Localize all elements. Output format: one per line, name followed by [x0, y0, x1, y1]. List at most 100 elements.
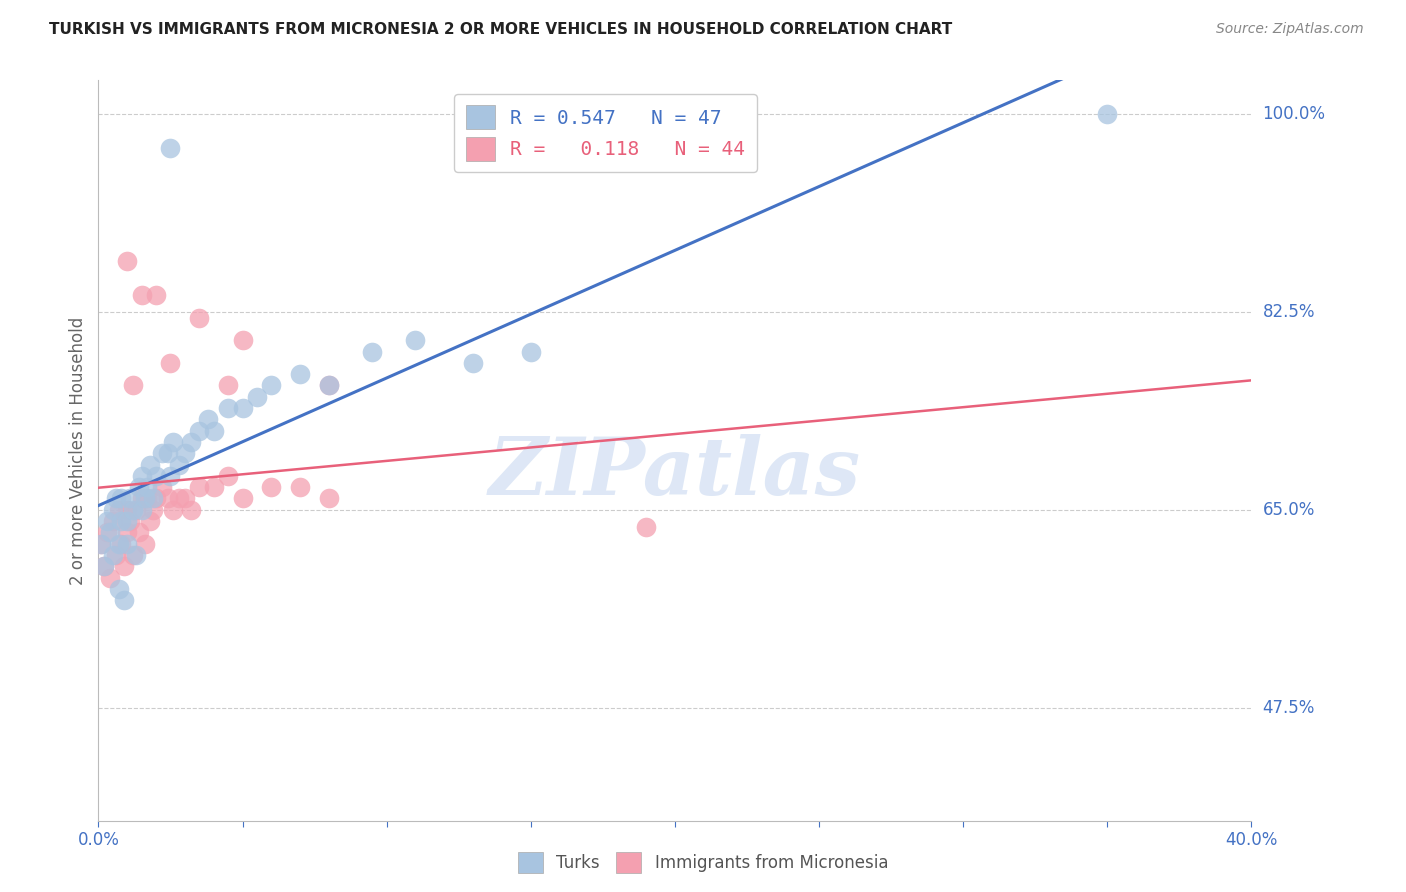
Point	[217, 469, 239, 483]
Point	[150, 446, 173, 460]
Point	[98, 571, 121, 585]
Point	[197, 412, 219, 426]
Text: ZIPatlas: ZIPatlas	[489, 434, 860, 511]
Point	[131, 288, 153, 302]
Point	[122, 503, 145, 517]
Point	[134, 491, 156, 506]
Point	[156, 491, 179, 506]
Point	[260, 480, 283, 494]
Point	[167, 491, 190, 506]
Text: 100.0%: 100.0%	[1263, 105, 1326, 123]
Point	[96, 525, 118, 540]
Point	[142, 491, 165, 506]
Point	[131, 491, 153, 506]
Point	[139, 514, 162, 528]
Point	[125, 503, 148, 517]
Point	[290, 367, 312, 381]
Point	[188, 480, 211, 494]
Point	[405, 333, 427, 347]
Legend: R = 0.547   N = 47, R =   0.118   N = 44: R = 0.547 N = 47, R = 0.118 N = 44	[454, 94, 756, 172]
Point	[174, 446, 197, 460]
Point	[93, 559, 115, 574]
Point	[112, 593, 135, 607]
Point	[202, 424, 225, 438]
Point	[188, 424, 211, 438]
Point	[318, 491, 340, 506]
Point	[290, 480, 312, 494]
Point	[110, 514, 132, 528]
Point	[117, 537, 139, 551]
Point	[128, 525, 150, 540]
Point	[145, 288, 167, 302]
Point	[318, 378, 340, 392]
Point	[188, 310, 211, 325]
Legend: Turks, Immigrants from Micronesia: Turks, Immigrants from Micronesia	[512, 846, 894, 880]
Point	[159, 356, 181, 370]
Point	[150, 480, 173, 494]
Text: 82.5%: 82.5%	[1263, 303, 1315, 321]
Point	[101, 503, 124, 517]
Text: TURKISH VS IMMIGRANTS FROM MICRONESIA 2 OR MORE VEHICLES IN HOUSEHOLD CORRELATIO: TURKISH VS IMMIGRANTS FROM MICRONESIA 2 …	[49, 22, 952, 37]
Point	[260, 378, 283, 392]
Point	[136, 491, 159, 506]
Point	[159, 469, 181, 483]
Point	[104, 491, 127, 506]
Point	[107, 503, 129, 517]
Point	[231, 491, 254, 506]
Point	[136, 480, 159, 494]
Point	[93, 559, 115, 574]
Point	[145, 469, 167, 483]
Point	[90, 537, 112, 551]
Point	[361, 344, 384, 359]
Point	[98, 525, 121, 540]
Point	[101, 548, 124, 562]
Point	[96, 514, 118, 528]
Point	[120, 514, 142, 528]
Point	[461, 356, 484, 370]
Point	[139, 458, 162, 472]
Point	[131, 503, 153, 517]
Point	[90, 537, 112, 551]
Point	[122, 548, 145, 562]
Point	[117, 525, 139, 540]
Point	[125, 548, 148, 562]
Point	[110, 537, 132, 551]
Text: Source: ZipAtlas.com: Source: ZipAtlas.com	[1216, 22, 1364, 37]
Point	[162, 503, 184, 517]
Point	[101, 514, 124, 528]
Point	[180, 503, 202, 517]
Point	[107, 582, 129, 596]
Point	[162, 434, 184, 449]
Point	[167, 458, 190, 472]
Text: 65.0%: 65.0%	[1263, 500, 1315, 519]
Point	[180, 434, 202, 449]
Point	[117, 514, 139, 528]
Point	[217, 401, 239, 415]
Point	[636, 520, 658, 534]
Text: 47.5%: 47.5%	[1263, 698, 1315, 716]
Point	[231, 333, 254, 347]
Point	[134, 537, 156, 551]
Point	[128, 480, 150, 494]
Point	[159, 141, 181, 155]
Point	[318, 378, 340, 392]
Point	[122, 378, 145, 392]
Y-axis label: 2 or more Vehicles in Household: 2 or more Vehicles in Household	[69, 317, 87, 584]
Point	[117, 254, 139, 268]
Point	[107, 537, 129, 551]
Point	[217, 378, 239, 392]
Point	[131, 469, 153, 483]
Point	[520, 344, 543, 359]
Point	[110, 491, 132, 506]
Point	[231, 401, 254, 415]
Point	[112, 559, 135, 574]
Point	[1097, 107, 1119, 121]
Point	[117, 503, 139, 517]
Point	[142, 503, 165, 517]
Point	[174, 491, 197, 506]
Point	[156, 446, 179, 460]
Point	[202, 480, 225, 494]
Point	[246, 390, 269, 404]
Point	[104, 548, 127, 562]
Point	[145, 491, 167, 506]
